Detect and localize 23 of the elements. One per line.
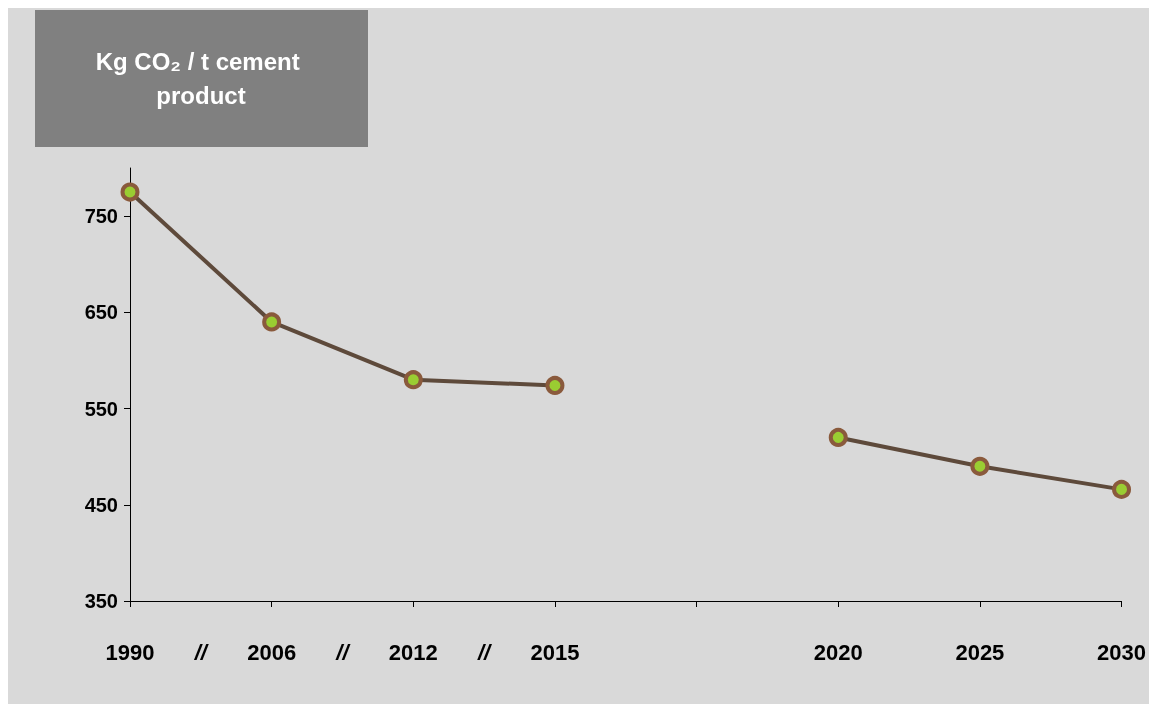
text: //: [335, 639, 352, 665]
point: [828, 427, 848, 447]
y-tick-label: 450: [84, 493, 118, 516]
y-tick-label: 350: [84, 590, 118, 612]
x-tick-label: 2012: [388, 639, 438, 665]
y-tick-label: 550: [84, 397, 118, 420]
x-tick-label: 2006: [247, 639, 297, 665]
text: //: [193, 639, 210, 665]
y-tick-label: 650: [84, 301, 118, 324]
x-tick-label: 1990: [105, 639, 155, 665]
point: [262, 312, 282, 332]
point: [120, 182, 140, 202]
point: [545, 375, 565, 395]
y-axis-title: Kg CO₂ / t cement product: [95, 47, 307, 109]
y-tick-label: 750: [84, 205, 118, 228]
x-tick-label: 2030: [1097, 639, 1147, 665]
point: [970, 456, 990, 476]
text: //: [477, 639, 494, 665]
x-tick-label: 2025: [955, 639, 1005, 665]
x-tick-label: 2015: [530, 639, 580, 665]
x-tick-label: 2020: [813, 639, 863, 665]
point: [1112, 479, 1132, 499]
point: [403, 370, 423, 390]
